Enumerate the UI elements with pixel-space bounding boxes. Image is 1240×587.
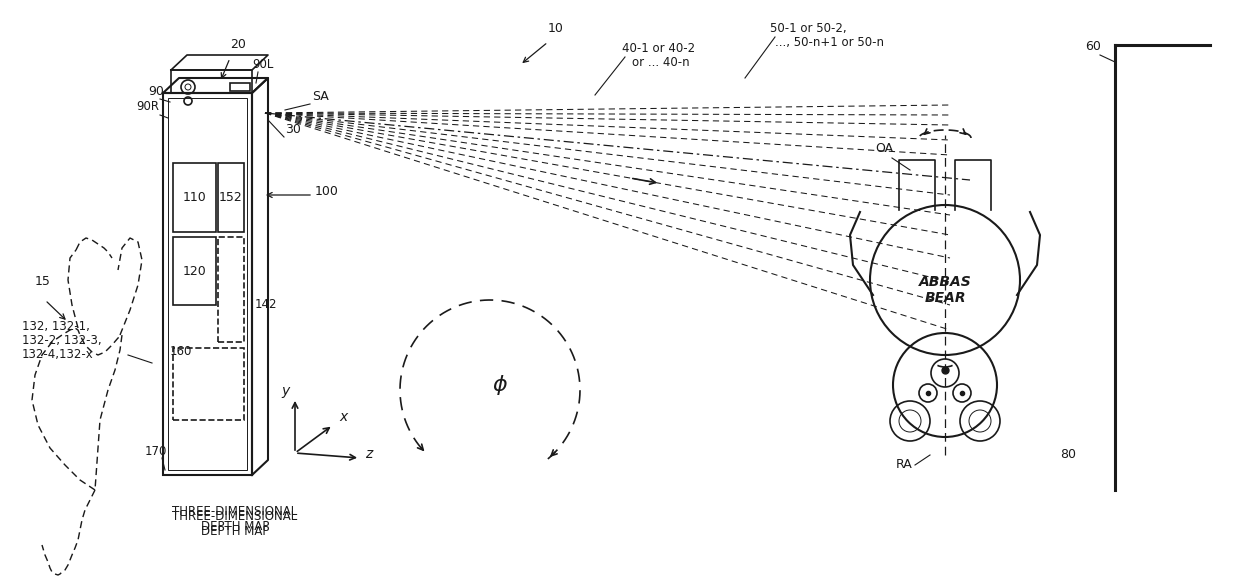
Text: 60: 60 xyxy=(1085,40,1101,53)
Text: 90R: 90R xyxy=(136,100,159,113)
Text: OA: OA xyxy=(875,142,893,155)
Text: 90: 90 xyxy=(148,85,164,98)
Text: z: z xyxy=(365,447,372,461)
Text: 160: 160 xyxy=(170,345,192,358)
Text: x: x xyxy=(339,410,347,424)
Bar xyxy=(174,237,216,305)
Text: ABBAS
BEAR: ABBAS BEAR xyxy=(919,275,971,305)
Bar xyxy=(171,70,252,93)
Text: 132-2, 132-3,: 132-2, 132-3, xyxy=(22,334,102,347)
Text: THREE-DIMENSIONAL
DEPTH MAP: THREE-DIMENSIONAL DEPTH MAP xyxy=(172,505,298,533)
Bar xyxy=(167,98,247,470)
Text: 132, 132-1,: 132, 132-1, xyxy=(22,320,89,333)
Bar xyxy=(174,348,244,420)
Text: 40-1 or 40-2: 40-1 or 40-2 xyxy=(622,42,696,55)
Bar xyxy=(218,237,244,342)
Text: 20: 20 xyxy=(229,38,246,51)
Text: 100: 100 xyxy=(315,185,339,198)
Text: 15: 15 xyxy=(35,275,51,288)
Text: SA: SA xyxy=(312,90,329,103)
Text: y: y xyxy=(281,384,289,398)
Bar xyxy=(218,163,244,232)
Bar xyxy=(229,83,250,91)
Text: 50-1 or 50-2,: 50-1 or 50-2, xyxy=(770,22,847,35)
Bar xyxy=(162,93,252,475)
Text: 170: 170 xyxy=(145,445,167,458)
Text: ..., 50-n+1 or 50-n: ..., 50-n+1 or 50-n xyxy=(775,36,884,49)
Text: 142: 142 xyxy=(255,298,278,311)
Text: $\phi$: $\phi$ xyxy=(492,373,508,397)
Bar xyxy=(174,163,216,232)
Text: 152: 152 xyxy=(219,191,243,204)
Text: 110: 110 xyxy=(182,191,206,204)
Text: THREE-DIMENSIONAL
DEPTH MAP: THREE-DIMENSIONAL DEPTH MAP xyxy=(172,510,298,538)
Text: RA: RA xyxy=(897,458,913,471)
Text: 80: 80 xyxy=(1060,448,1076,461)
Text: 120: 120 xyxy=(182,265,206,278)
Text: 10: 10 xyxy=(548,22,564,35)
Text: 90L: 90L xyxy=(252,58,273,71)
Text: 132-4,132-x: 132-4,132-x xyxy=(22,348,94,361)
Text: 30: 30 xyxy=(285,123,301,136)
Text: or ... 40-n: or ... 40-n xyxy=(632,56,689,69)
